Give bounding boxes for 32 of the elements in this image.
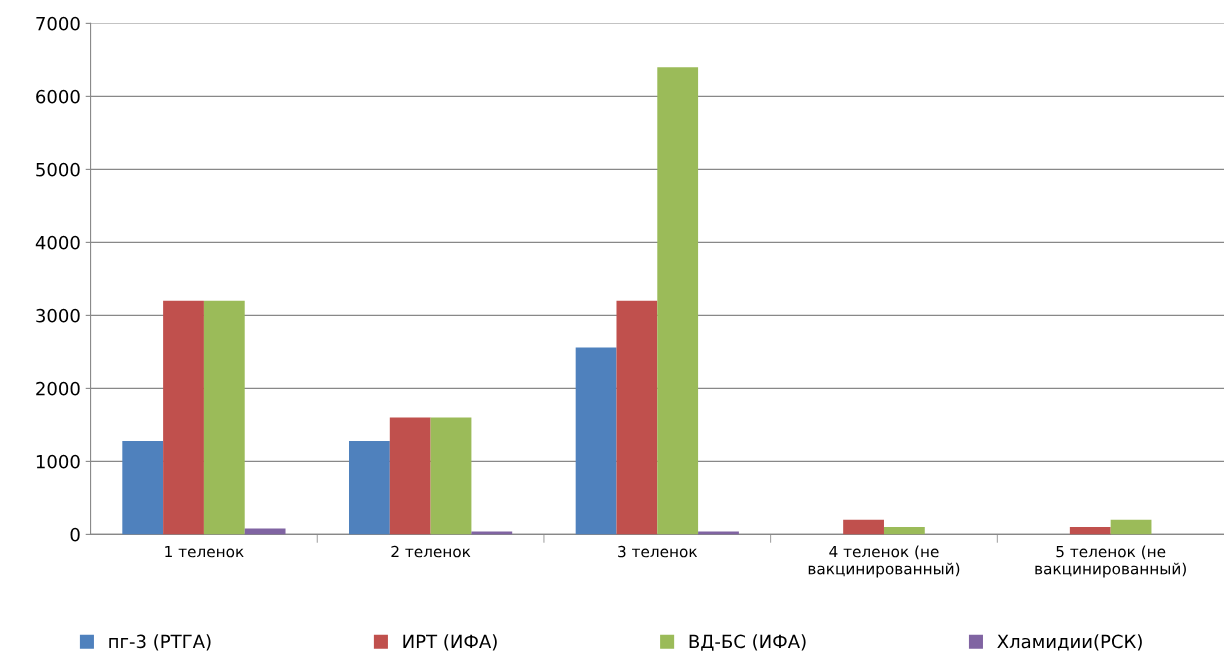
legend-label: ИРТ (ИФА) [403,634,497,651]
bar [698,531,739,535]
x-tick-label: 4 теленок (не вакцинированный) [808,545,960,578]
bar [1110,519,1152,535]
bar [657,67,699,535]
legend-label: ВД-БС (ИФА) [689,634,806,651]
y-tick-label: 6000 [36,89,80,104]
y-tick-label: 4000 [35,235,80,250]
y-tick-label: 7000 [36,16,80,31]
bar [430,417,472,535]
legend-label: Хламидии(РСК) [997,634,1142,651]
bar [843,519,884,535]
bar [349,440,390,535]
bar [1069,527,1111,535]
legend-label: пг-3 (РТГА) [109,634,211,651]
bar [122,440,164,535]
y-tick-label: 2000 [36,381,80,396]
bar [389,417,431,535]
y-tick-label: 1000 [36,454,80,469]
x-tick-label: 5 теленок (не вакцинированный) [1035,545,1186,578]
bar [575,347,617,535]
x-tick-label: 3 теленок [618,545,698,558]
bar [883,527,925,535]
y-tick-label: 5000 [36,162,80,177]
bar [163,300,204,535]
bar [616,300,658,535]
x-tick-label: 1 теленок [165,545,244,558]
bar [471,531,513,535]
x-tick-label: 2 теленок [391,545,471,558]
bar [203,300,245,535]
y-tick-label: 0 [70,527,80,542]
y-tick-label: 3000 [36,308,80,323]
